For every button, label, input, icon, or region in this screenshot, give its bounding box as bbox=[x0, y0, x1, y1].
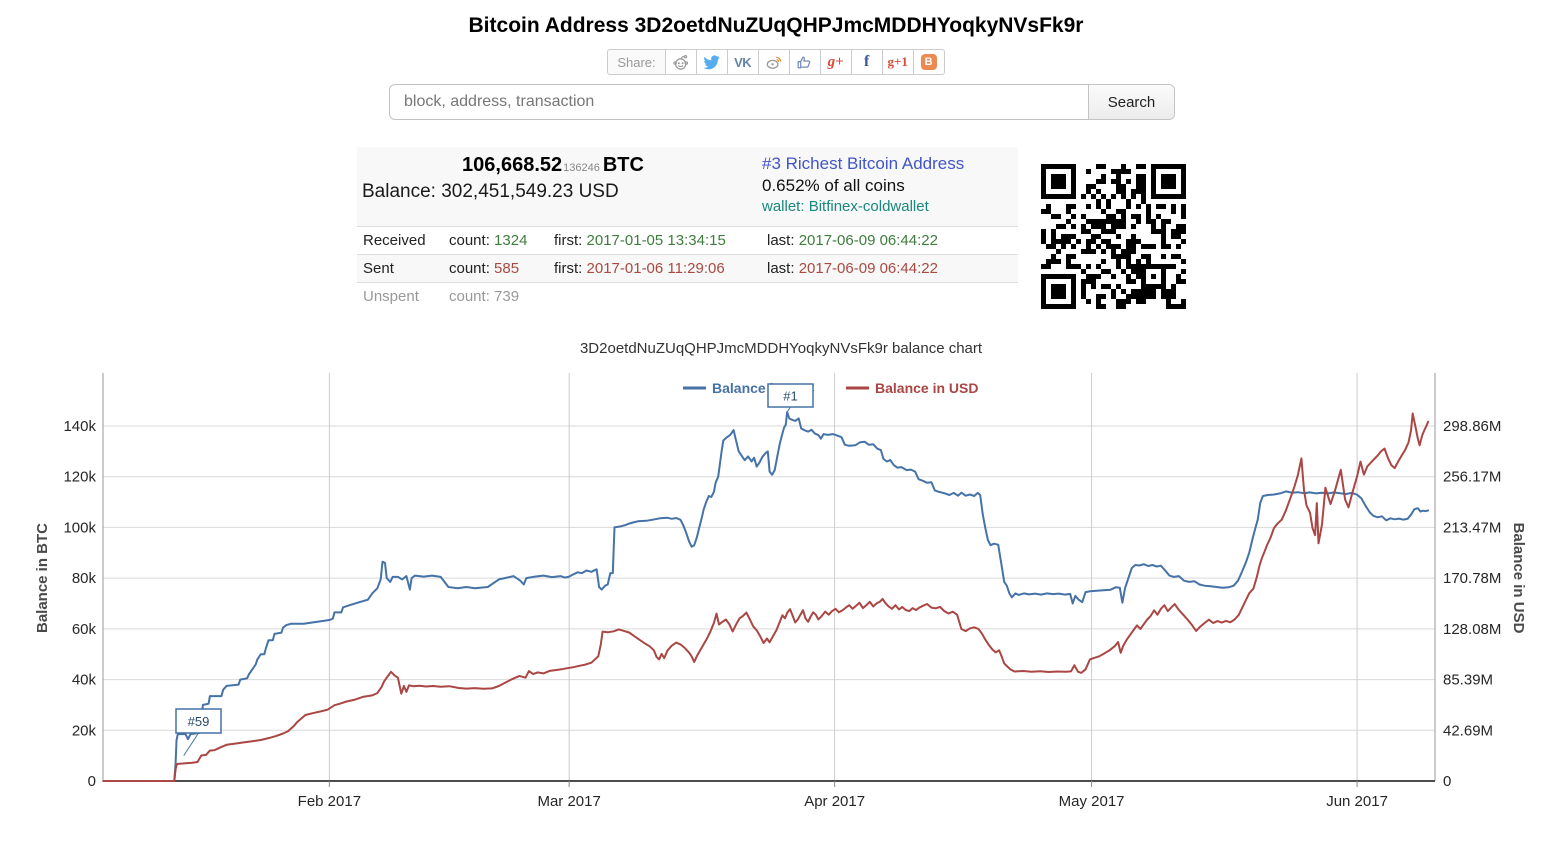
facebook-icon: f bbox=[863, 53, 870, 70]
x-tick-label: May 2017 bbox=[1059, 793, 1125, 810]
x-tick-label: Feb 2017 bbox=[298, 793, 361, 810]
y-left-tick-label: 100k bbox=[63, 519, 96, 536]
search-button[interactable]: Search bbox=[1088, 85, 1174, 119]
series-balance-in-btc[interactable] bbox=[102, 411, 1430, 782]
google-plus-share-button[interactable]: g+ bbox=[819, 49, 852, 75]
annotation-box bbox=[767, 383, 814, 408]
series-balance-in-usd[interactable] bbox=[102, 412, 1430, 782]
twitter-share-button[interactable] bbox=[695, 49, 728, 75]
y-left-axis-title: Balance in BTC bbox=[34, 523, 51, 633]
vk-icon: VK bbox=[734, 54, 752, 70]
annotation-label: #59 bbox=[188, 714, 210, 729]
y-left-tick-label: 120k bbox=[63, 469, 96, 486]
share-bar: Share: VK bbox=[0, 49, 1552, 75]
received-first: 2017-01-05 13:34:15 bbox=[586, 231, 726, 249]
unspent-count: 739 bbox=[494, 287, 520, 305]
wallet-link[interactable]: wallet: Bitfinex-coldwallet bbox=[762, 198, 929, 216]
google-plus-icon: g+ bbox=[827, 53, 844, 70]
unspent-row: Unspent count: 739 bbox=[357, 281, 1018, 310]
y-left-tick-label: 80k bbox=[72, 570, 97, 587]
annotation-box bbox=[175, 708, 222, 734]
received-last: 2017-06-09 06:44:22 bbox=[798, 231, 938, 249]
y-right-tick-label: 213.47M bbox=[1443, 519, 1501, 536]
blogger-icon: B bbox=[920, 54, 937, 70]
y-right-tick-label: 170.78M bbox=[1443, 570, 1501, 587]
y-right-tick-label: 42.69M bbox=[1443, 722, 1493, 739]
legend-label: Balance in USD bbox=[875, 380, 978, 396]
search-bar: Search bbox=[389, 84, 1175, 120]
reddit-share-button[interactable] bbox=[664, 49, 697, 75]
annotation-1[interactable]: #1 bbox=[767, 383, 814, 413]
usd-balance-line: Balance: 302,451,549.23 USD bbox=[357, 181, 749, 203]
y-left-tick-label: 140k bbox=[63, 418, 96, 435]
x-tick-label: Jun 2017 bbox=[1326, 793, 1388, 810]
google-plus-one-icon: g+1 bbox=[887, 54, 908, 69]
annotation-connector bbox=[183, 732, 199, 756]
y-right-tick-label: 128.08M bbox=[1443, 621, 1501, 638]
btc-unit: BTC bbox=[602, 154, 644, 176]
y-right-tick-label: 85.39M bbox=[1443, 672, 1493, 689]
legend-item-balance-in-usd[interactable]: Balance in USD bbox=[846, 380, 978, 396]
vk-share-button[interactable]: VK bbox=[726, 49, 759, 75]
x-tick-label: Mar 2017 bbox=[537, 793, 600, 810]
annotation-59[interactable]: #59 bbox=[175, 708, 222, 756]
balance-label: Balance: bbox=[362, 181, 436, 202]
sent-label: Sent bbox=[363, 259, 394, 277]
share-label: Share: bbox=[607, 49, 666, 75]
btc-tx-count: 136246 bbox=[563, 162, 600, 174]
thumbs-up-icon bbox=[797, 56, 811, 69]
sent-row: Sent count: 585 first: 2017-01-06 11:29:… bbox=[357, 253, 1018, 282]
y-right-tick-label: 0 bbox=[1443, 773, 1451, 790]
y-left-tick-label: 0 bbox=[88, 773, 96, 790]
chart-title: 3D2oetdNuZUqQHPJmcMDDHYoqkyNVsFk9r balan… bbox=[580, 340, 983, 357]
page-title: Bitcoin Address 3D2oetdNuZUqQHPJmcMDDHYo… bbox=[468, 14, 1084, 37]
y-right-axis-title: Balance in USD bbox=[1510, 523, 1527, 634]
x-tick-label: Apr 2017 bbox=[804, 793, 865, 810]
y-left-tick-label: 60k bbox=[72, 621, 97, 638]
annotation-connector bbox=[786, 406, 791, 413]
qr-code bbox=[1039, 162, 1189, 312]
balance-chart[interactable]: 0 20k 40k 60k 80k 100k 120k 140k 0 42.69M 85.39M 12… bbox=[0, 330, 1552, 841]
received-count: 1324 bbox=[494, 231, 528, 249]
btc-balance-line: 106,668.52136246 BTC bbox=[357, 151, 749, 177]
balance-row: 106,668.52136246 BTC Balance: 302,451,549… bbox=[357, 147, 1018, 226]
sent-last: 2017-06-09 06:44:22 bbox=[798, 259, 938, 277]
reddit-icon bbox=[672, 54, 688, 70]
btc-balance-value: 106,668.52 bbox=[462, 154, 563, 176]
blogger-share-button[interactable]: B bbox=[912, 49, 945, 75]
received-row: Received count: 1324 first: 2017-01-05 1… bbox=[357, 225, 1018, 254]
address-summary-table: 106,668.52136246 BTC Balance: 302,451,549… bbox=[357, 147, 1018, 310]
received-label: Received bbox=[363, 231, 426, 249]
y-left-tick-label: 40k bbox=[72, 672, 97, 689]
coins-share: 0.652% of all coins bbox=[762, 176, 905, 196]
richest-address-link[interactable]: #3 Richest Bitcoin Address bbox=[762, 154, 965, 173]
annotation-label: #1 bbox=[783, 389, 797, 404]
like-share-button[interactable] bbox=[788, 49, 821, 75]
weibo-icon bbox=[766, 56, 782, 69]
google-plus-one-button[interactable]: g+1 bbox=[881, 49, 914, 75]
y-right-tick-label: 298.86M bbox=[1443, 418, 1501, 435]
weibo-share-button[interactable] bbox=[757, 49, 790, 75]
y-left-tick-label: 20k bbox=[72, 722, 97, 739]
search-input[interactable] bbox=[390, 85, 1088, 119]
sent-count: 585 bbox=[494, 259, 520, 277]
facebook-share-button[interactable]: f bbox=[850, 49, 883, 75]
sent-first: 2017-01-06 11:29:06 bbox=[586, 259, 725, 277]
twitter-icon bbox=[703, 54, 720, 69]
y-right-tick-label: 256.17M bbox=[1443, 469, 1501, 486]
unspent-label: Unspent bbox=[363, 287, 419, 305]
usd-balance-value: 302,451,549.23 USD bbox=[441, 181, 619, 202]
